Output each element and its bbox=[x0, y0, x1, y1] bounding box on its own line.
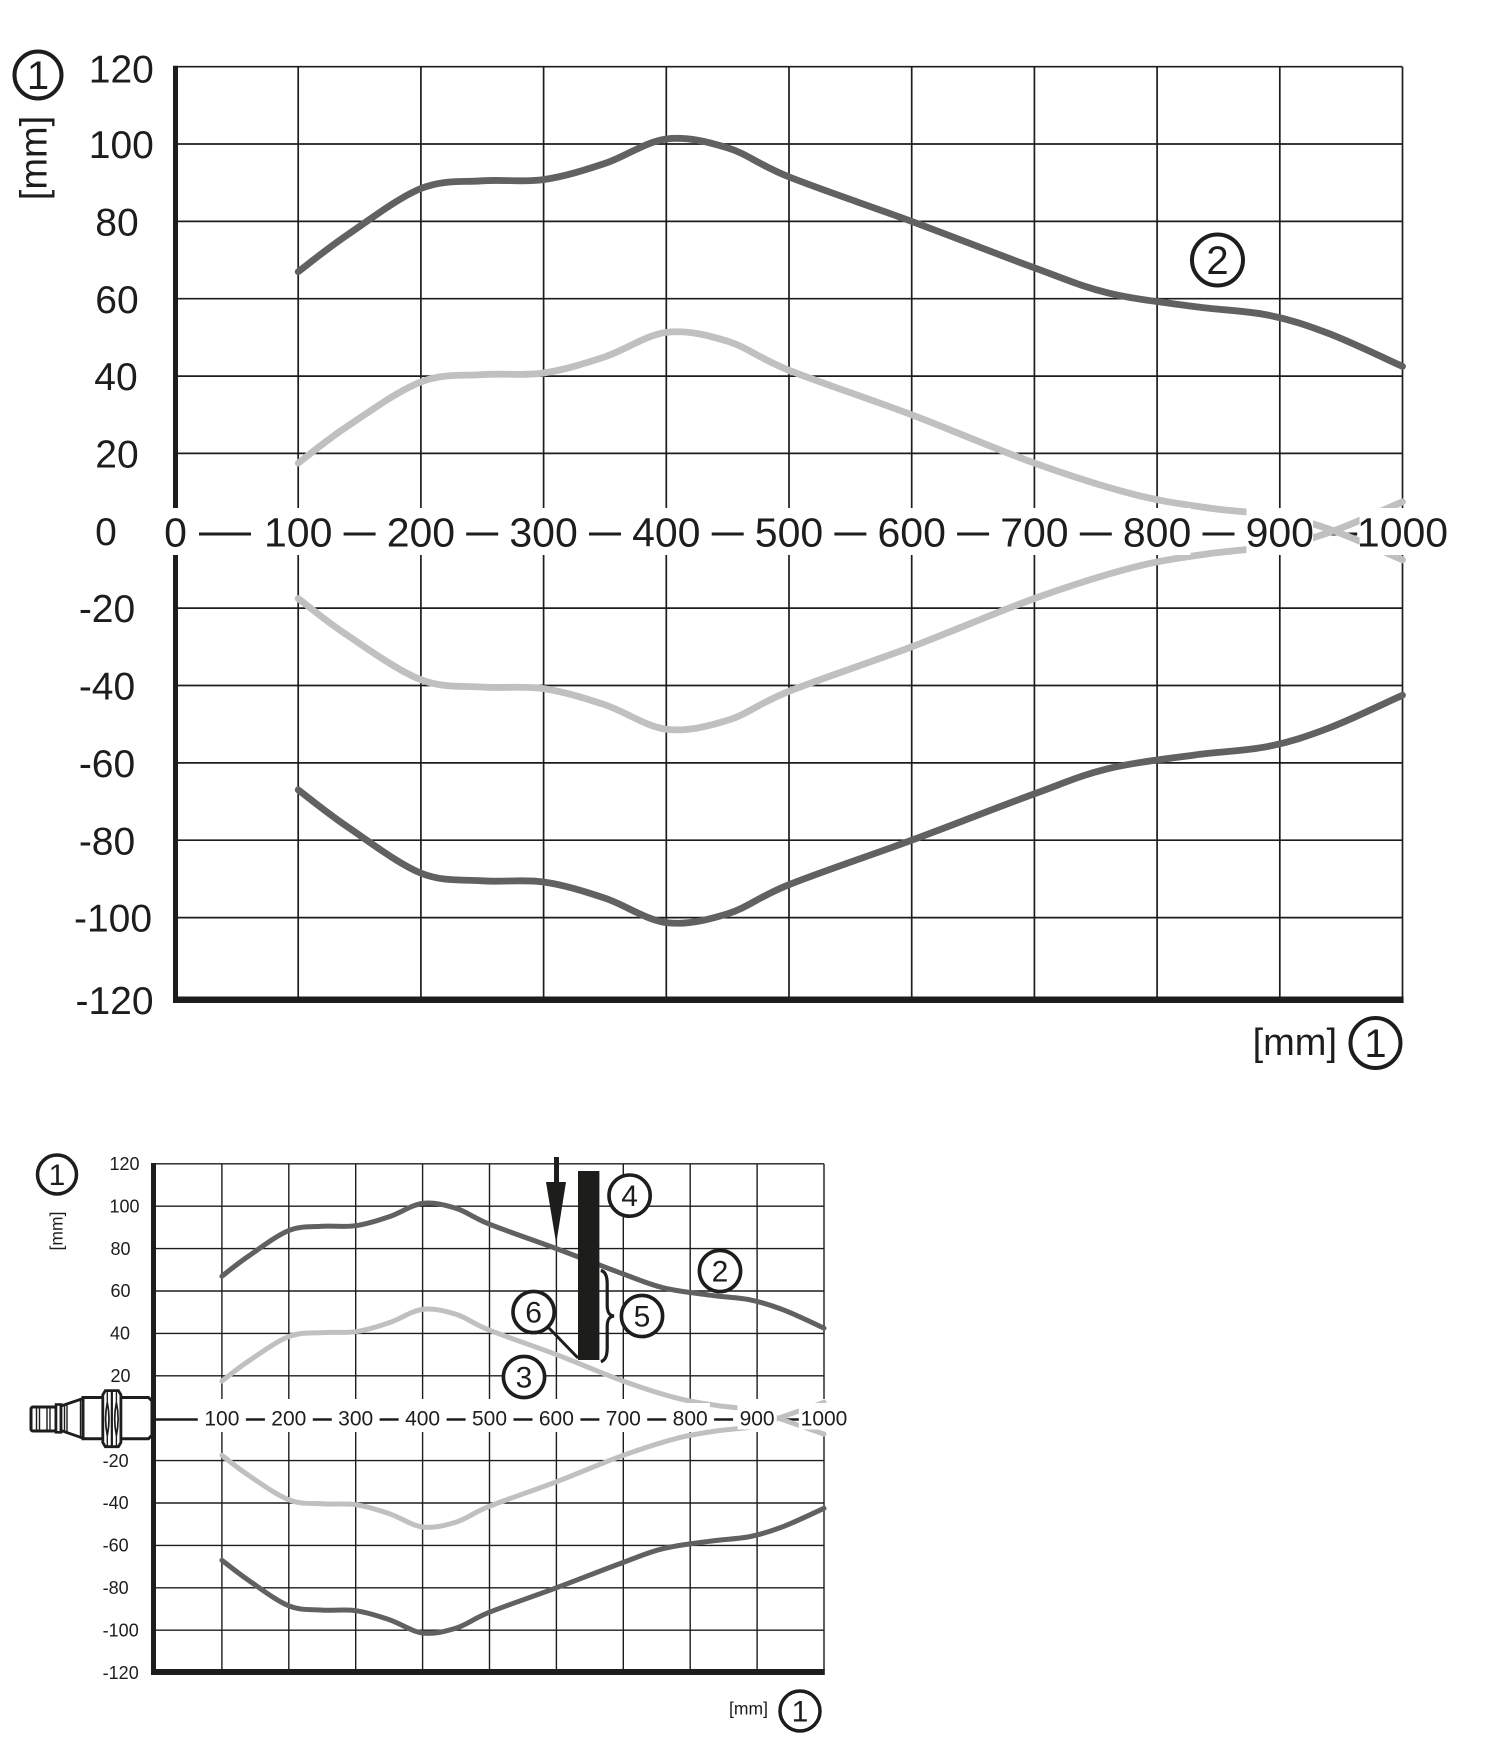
svg-text:-100: -100 bbox=[74, 898, 152, 941]
svg-text:1000: 1000 bbox=[801, 1407, 848, 1430]
svg-text:200: 200 bbox=[387, 509, 455, 555]
svg-text:1: 1 bbox=[792, 1696, 809, 1729]
svg-text:20: 20 bbox=[95, 434, 138, 477]
svg-text:-40: -40 bbox=[103, 1493, 129, 1513]
svg-text:1: 1 bbox=[49, 1159, 66, 1192]
svg-text:900: 900 bbox=[740, 1407, 775, 1430]
svg-text:2: 2 bbox=[1206, 239, 1228, 283]
svg-text:700: 700 bbox=[1000, 509, 1068, 555]
svg-text:80: 80 bbox=[95, 202, 138, 245]
svg-text:500: 500 bbox=[472, 1407, 507, 1430]
svg-text:80: 80 bbox=[110, 1239, 130, 1259]
svg-text:5: 5 bbox=[634, 1301, 651, 1334]
svg-text:-120: -120 bbox=[75, 980, 153, 1023]
svg-text:6: 6 bbox=[525, 1297, 542, 1330]
svg-text:800: 800 bbox=[673, 1407, 708, 1430]
svg-text:60: 60 bbox=[110, 1281, 130, 1301]
svg-text:800: 800 bbox=[1123, 509, 1191, 555]
svg-text:300: 300 bbox=[338, 1407, 373, 1430]
svg-text:1000: 1000 bbox=[1357, 509, 1448, 555]
svg-text:600: 600 bbox=[877, 509, 945, 555]
svg-text:-60: -60 bbox=[103, 1536, 129, 1556]
svg-text:600: 600 bbox=[539, 1407, 574, 1430]
svg-text:3: 3 bbox=[516, 1362, 533, 1395]
svg-text:500: 500 bbox=[755, 509, 823, 555]
svg-text:-20: -20 bbox=[103, 1451, 129, 1471]
svg-text:40: 40 bbox=[94, 356, 137, 399]
svg-text:[mm]: [mm] bbox=[1253, 1022, 1337, 1064]
svg-text:4: 4 bbox=[621, 1180, 638, 1213]
svg-text:0: 0 bbox=[95, 511, 117, 554]
svg-text:-120: -120 bbox=[103, 1663, 139, 1683]
svg-text:-80: -80 bbox=[103, 1578, 129, 1598]
svg-text:100: 100 bbox=[109, 1196, 139, 1216]
svg-text:-40: -40 bbox=[79, 666, 135, 709]
svg-text:[mm]: [mm] bbox=[729, 1699, 768, 1719]
svg-text:40: 40 bbox=[110, 1324, 130, 1344]
svg-text:-100: -100 bbox=[103, 1620, 139, 1640]
svg-text:60: 60 bbox=[95, 279, 138, 322]
svg-text:100: 100 bbox=[264, 509, 332, 555]
svg-text:[mm]: [mm] bbox=[14, 116, 56, 200]
svg-text:-20: -20 bbox=[79, 588, 135, 631]
svg-text:300: 300 bbox=[509, 509, 577, 555]
svg-text:20: 20 bbox=[110, 1366, 130, 1386]
svg-text:1: 1 bbox=[1364, 1022, 1386, 1066]
svg-text:700: 700 bbox=[606, 1407, 641, 1430]
svg-text:-60: -60 bbox=[79, 743, 135, 786]
svg-text:120: 120 bbox=[89, 48, 154, 91]
svg-text:400: 400 bbox=[632, 509, 700, 555]
svg-text:1: 1 bbox=[27, 54, 49, 98]
svg-text:100: 100 bbox=[89, 124, 154, 167]
svg-text:[mm]: [mm] bbox=[47, 1212, 67, 1251]
svg-text:400: 400 bbox=[405, 1407, 440, 1430]
svg-text:100: 100 bbox=[204, 1407, 239, 1430]
svg-text:-80: -80 bbox=[79, 820, 135, 863]
svg-text:2: 2 bbox=[712, 1256, 729, 1289]
svg-text:900: 900 bbox=[1246, 509, 1314, 555]
svg-text:0: 0 bbox=[164, 509, 187, 555]
svg-text:200: 200 bbox=[271, 1407, 306, 1430]
svg-text:120: 120 bbox=[109, 1154, 139, 1174]
